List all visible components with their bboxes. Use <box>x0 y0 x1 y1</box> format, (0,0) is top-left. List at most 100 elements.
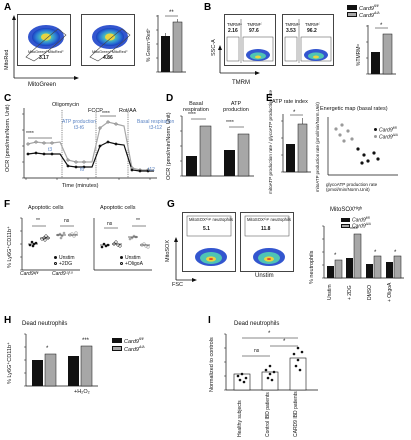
f-sig2: ns <box>64 218 70 224</box>
i-cat-2: CARD9 IBD patients <box>293 391 299 437</box>
f-title1: Apoptotic cells <box>28 205 64 211</box>
b-g2-lo: TMRMˡᵒ <box>285 22 300 27</box>
panel-label-e: E <box>266 93 273 104</box>
d-bar-basal-ko <box>199 125 212 177</box>
g-cat-2: DMSO <box>367 285 373 300</box>
g-legend-ko: Card9Δ/Δ <box>352 222 371 230</box>
h-bar-1-ko <box>44 353 57 387</box>
panel-label-h: H <box>4 315 12 326</box>
a-flow-xlabel: MitoGreen <box>28 82 57 88</box>
e-scatter <box>327 117 398 176</box>
g-gate2-value: 11.8 <box>261 226 271 232</box>
b-bar-ylabel: %TMRMˡᵒ <box>356 43 362 66</box>
c-basal-resp: Basal respiration t3-t12 <box>137 119 175 131</box>
g-cat-3: + OligoA <box>387 282 393 302</box>
e-ylabel2: mitoATP production rate (pmol/min/Norm.U… <box>315 102 320 192</box>
b-g2-hi: TMRMʰⁱ <box>305 22 320 27</box>
d-ylabel: OCR (pmol/min/Norm. Unit) <box>166 112 172 180</box>
g-legend-wt: Card9fl/fl <box>352 216 370 224</box>
b-g1-hi-val: 97.6 <box>249 28 259 34</box>
d-title1: Basal respiration <box>183 101 209 114</box>
i-cat-1: Control IBD patients <box>265 392 271 437</box>
f-leg1a: Unstim <box>54 256 75 261</box>
h-legend-ko: Card9Δ/Δ <box>124 345 145 353</box>
d-title2: ATP production <box>223 101 249 114</box>
c-sig1: **** <box>26 131 34 137</box>
panel-label-c: C <box>4 93 12 104</box>
b-flow-plot-2: TMRMˡᵒ TMRMʰⁱ 3.53 96.2 <box>282 14 334 66</box>
b-bar-ko <box>382 33 393 75</box>
g-bar-2dg-ko <box>353 233 362 279</box>
g-bar-oligo-wt <box>386 262 393 278</box>
b-sig: * <box>380 23 383 29</box>
g-bar-ylabel: % neutrophils <box>309 250 315 284</box>
c-sig2: **** <box>102 111 110 117</box>
c-curve-wt <box>27 141 154 172</box>
h-cat2: +H₂O₂ <box>74 389 90 395</box>
g-cat-1: + 2DG <box>347 285 353 300</box>
c-atp-prod: ATP production t3-t6 <box>62 119 97 131</box>
f-ylabel: % Ly6G⁺CD11b⁺ <box>7 226 13 268</box>
c-tp-t3: t3 <box>48 147 53 153</box>
g-legend-ko-swatch <box>341 224 350 228</box>
d-sig1: **** <box>188 112 196 118</box>
a-bar-wt <box>161 36 170 72</box>
b-flow-plot-1: TMRMˡᵒ TMRMʰⁱ 2.16 97.6 <box>224 14 276 66</box>
a-flow-plot-1: MitoGreen⁺MitoRed⁺ 3.17 <box>17 14 71 66</box>
i-title: Dead neutrophils <box>234 321 280 327</box>
b-g1-lo: TMRMˡᵒ <box>227 22 242 27</box>
i-bar-chart <box>224 333 318 391</box>
a-axis-arrows <box>12 15 79 80</box>
g-bar-oligo-ko <box>393 255 402 279</box>
g-flow-plot-1: MitoSOXʰⁱᵍʰ neutrophils 5.1 <box>182 212 236 272</box>
i-sig1: ns <box>254 348 260 354</box>
g-sig-3: * <box>394 250 397 256</box>
f-sig1: ** <box>36 218 40 224</box>
g-gate2-label: MitoSOXʰⁱᵍʰ neutrophils <box>247 217 291 222</box>
e-legend-ko-dot <box>374 135 377 138</box>
d-sig2: **** <box>226 120 234 126</box>
e-title2: Energetic map (basal rates) <box>320 106 388 112</box>
b-g1-hi: TMRMʰⁱ <box>247 22 262 27</box>
legend-ko-label: Card9Δ/Δ <box>359 11 380 19</box>
h-bar-1-wt <box>32 360 43 386</box>
f-sig3: ns <box>107 221 113 227</box>
a-bar-ylabel: % Green⁺Red⁺ <box>146 27 152 62</box>
c-ylabel: OCR (pmol/min/Norm. Unit) <box>5 104 11 172</box>
g-axis-arrows <box>174 237 197 282</box>
h-legend-ko-swatch <box>112 346 122 351</box>
e-xlabel2: glycoATP production rate (pmol/min/Norm.… <box>326 182 378 192</box>
panel-label-a: A <box>4 2 12 13</box>
b-bar-chart <box>366 25 396 75</box>
panel-label-i: I <box>208 315 211 326</box>
i-bar-control <box>261 371 279 391</box>
g-ylabel: MitoSOX <box>165 239 171 262</box>
legend-wt-swatch <box>347 5 357 10</box>
g-bar-chart <box>322 225 404 279</box>
c-tp-t12: t12 <box>148 167 155 173</box>
f-xg1: Card9ᶠˡ/ᶠˡ <box>20 271 38 277</box>
i-sig2: * <box>283 339 286 345</box>
g-bar-2dg-wt <box>346 258 353 278</box>
panel-label-b: B <box>204 2 212 13</box>
e-legend-wt: Card9fl/fl <box>379 126 397 134</box>
g-bar-dmso-ko <box>373 255 382 279</box>
g-gate1-label: MitoSOXʰⁱᵍʰ neutrophils <box>189 217 233 222</box>
g-bar-unstim-ko <box>334 259 343 279</box>
g-sig-1: **** <box>350 227 358 233</box>
panel-label-g: G <box>167 199 175 210</box>
e-bar-ko <box>297 123 308 173</box>
h-sig2: *** <box>82 338 90 344</box>
h-bar-2-ko <box>80 345 93 387</box>
b-g2-hi-val: 96.2 <box>307 28 317 34</box>
i-bar-healthy <box>233 373 251 391</box>
f-dotplot-1 <box>20 217 80 271</box>
e-sig: * <box>293 110 296 116</box>
f-leg2a: Unstim <box>120 256 141 261</box>
g-bar-unstim-wt <box>327 266 334 278</box>
g-bar-dmso-wt <box>366 264 373 278</box>
i-bar-card9 <box>289 357 307 391</box>
e-title1: ATP rate index <box>272 99 308 105</box>
a-gate2-label: MitoGreen⁺MitoRed⁺ <box>92 50 128 54</box>
d-bar-atp-wt <box>224 150 235 176</box>
